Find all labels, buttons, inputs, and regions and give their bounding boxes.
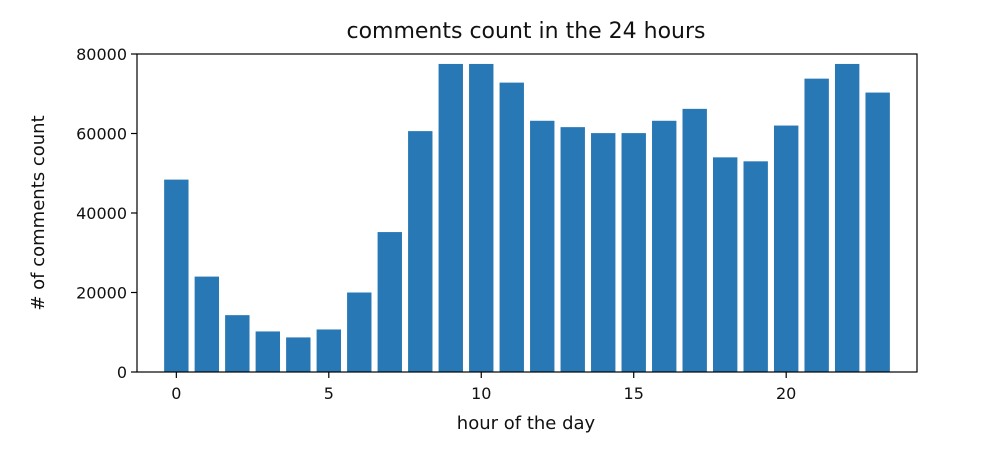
x-tick-label: 15 bbox=[624, 384, 644, 403]
bar-hour-20 bbox=[773, 125, 799, 372]
bar-hour-11 bbox=[499, 82, 524, 373]
bar-hour-19 bbox=[743, 161, 768, 372]
bars-group bbox=[164, 63, 890, 373]
x-axis-label: hour of the day bbox=[457, 413, 596, 434]
bar-hour-12 bbox=[530, 120, 555, 372]
bar-hour-14 bbox=[591, 133, 616, 372]
bar-hour-7 bbox=[377, 232, 402, 372]
y-axis-label: # of comments count bbox=[28, 115, 49, 310]
bar-hour-0 bbox=[164, 179, 189, 372]
bar-hour-9 bbox=[438, 63, 463, 372]
x-tick-label: 10 bbox=[471, 384, 491, 403]
x-axis-ticks: 0 5 10 15 20 bbox=[171, 372, 796, 403]
bar-hour-23 bbox=[865, 92, 890, 372]
bar-hour-13 bbox=[560, 127, 585, 372]
bar-hour-10 bbox=[469, 63, 494, 372]
y-tick-label: 80000 bbox=[76, 45, 127, 64]
bar-hour-1 bbox=[194, 276, 220, 372]
bar-hour-2 bbox=[225, 315, 250, 372]
bar-hour-8 bbox=[408, 131, 433, 372]
bar-hour-4 bbox=[286, 337, 311, 372]
y-tick-label: 20000 bbox=[76, 284, 127, 303]
bar-hour-16 bbox=[652, 120, 677, 372]
bar-hour-6 bbox=[347, 292, 372, 372]
y-tick-label: 40000 bbox=[76, 204, 127, 223]
y-tick-label: 0 bbox=[117, 363, 127, 382]
chart-title: comments count in the 24 hours bbox=[346, 19, 705, 44]
bar-hour-17 bbox=[682, 108, 707, 373]
bar-hour-18 bbox=[713, 157, 738, 372]
bar-hour-15 bbox=[621, 133, 646, 372]
bar-hour-3 bbox=[255, 331, 281, 372]
y-axis-ticks: 0 20000 40000 60000 80000 bbox=[76, 45, 137, 382]
bar-hour-21 bbox=[804, 78, 829, 372]
plot-frame bbox=[136, 53, 918, 373]
x-tick-label: 20 bbox=[776, 384, 796, 403]
bar-hour-5 bbox=[316, 329, 341, 372]
x-tick-label: 5 bbox=[324, 384, 334, 403]
x-tick-label: 0 bbox=[171, 384, 181, 403]
y-tick-label: 60000 bbox=[76, 125, 127, 144]
bar-hour-22 bbox=[834, 63, 860, 372]
